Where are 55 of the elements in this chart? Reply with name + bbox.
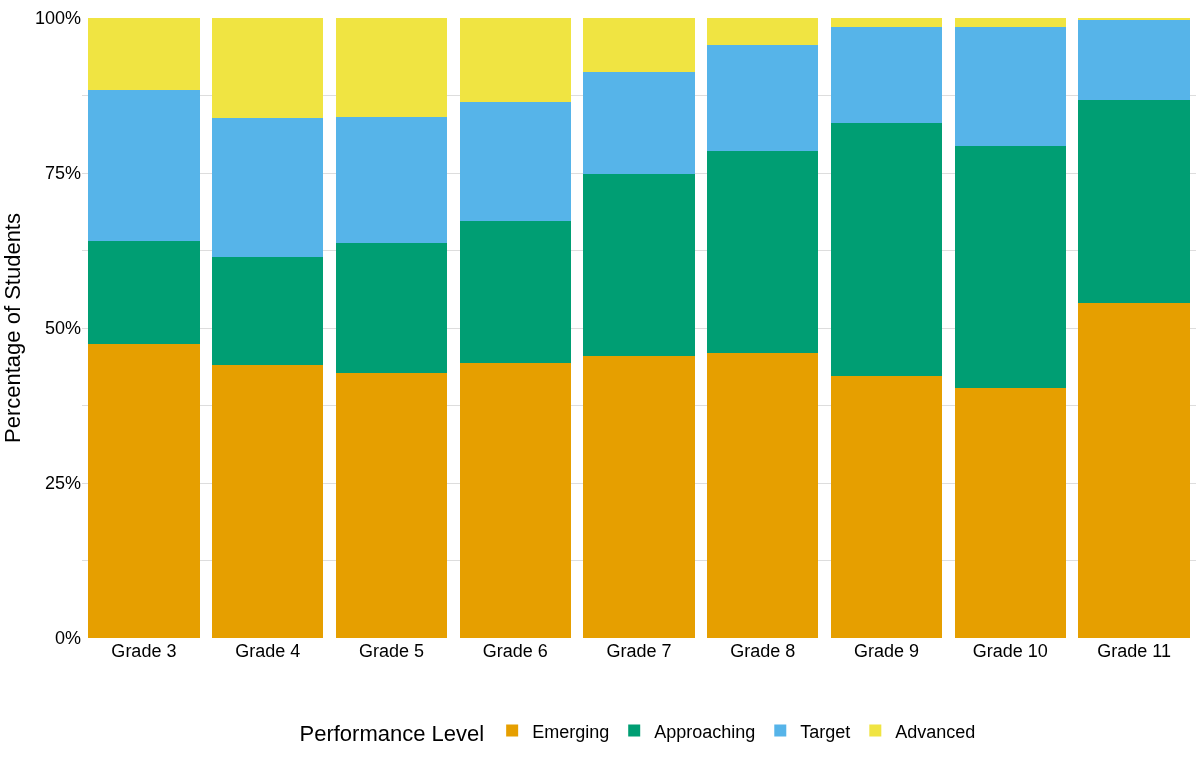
bar [335, 116, 448, 244]
bar [583, 355, 695, 638]
bar [459, 18, 571, 102]
y-tick-label: 100% [34, 8, 81, 29]
x-tick-label: Grade 10 [972, 641, 1048, 661]
bar [88, 344, 200, 638]
bar [88, 240, 200, 345]
bar [830, 123, 943, 376]
bar [707, 44, 819, 152]
bar [211, 118, 324, 258]
y-tick-label: 75% [44, 163, 81, 184]
bar [335, 372, 448, 638]
bar [1078, 303, 1190, 638]
bar [88, 18, 200, 90]
bar [583, 18, 695, 72]
legend-label: Advanced [895, 721, 976, 742]
x-tick-label: Grade 7 [606, 641, 672, 661]
bar [954, 26, 1067, 147]
bar [830, 18, 943, 27]
x-tick-label: Grade 11 [1097, 641, 1171, 661]
bar [335, 243, 448, 373]
x-tick-label: Grade 9 [854, 641, 920, 661]
legend-label: Emerging [532, 721, 610, 742]
bar [1078, 99, 1190, 304]
bar [954, 387, 1067, 638]
y-axis-title: Percentage of Students [0, 213, 25, 443]
y-tick-label: 0% [54, 628, 81, 649]
bar [707, 18, 819, 45]
x-tick-label: Grade 5 [358, 641, 424, 661]
legend-label: Approaching [654, 721, 756, 742]
x-tick-label: Grade 3 [111, 641, 177, 661]
x-tick-label: Grade 8 [730, 641, 796, 661]
bar [459, 101, 571, 222]
bar [830, 26, 943, 124]
legend-label: Target [800, 721, 851, 742]
bar [459, 362, 571, 638]
bar [707, 352, 819, 638]
bar [211, 18, 324, 119]
y-tick-label: 50% [44, 318, 81, 339]
bar [1078, 19, 1190, 100]
bar [830, 375, 943, 638]
x-tick-label: Grade 6 [482, 641, 548, 661]
bar [954, 18, 1067, 27]
bar [954, 146, 1067, 388]
bar [88, 89, 200, 241]
y-tick-label: 25% [44, 473, 81, 494]
bar [707, 151, 819, 353]
x-tick-label: Grade 4 [235, 641, 301, 661]
bar [459, 221, 571, 363]
bar [211, 257, 324, 365]
legend-title: Performance Level [299, 721, 485, 746]
bar [583, 173, 695, 356]
bar [583, 71, 695, 174]
bar [211, 364, 324, 638]
bar [335, 18, 448, 117]
